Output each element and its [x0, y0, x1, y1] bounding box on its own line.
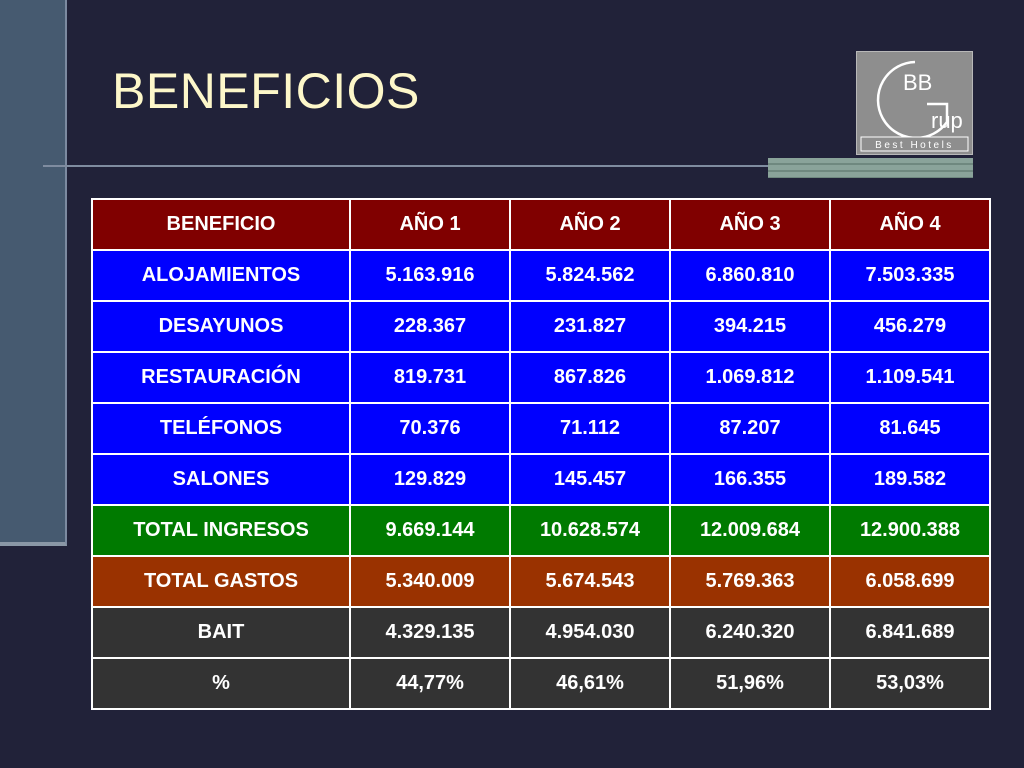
table-cell: 9.669.144 — [349, 504, 511, 557]
beneficios-table: BENEFICIO AÑO 1 AÑO 2 AÑO 3 AÑO 4 ALOJAM… — [91, 198, 991, 710]
header-cell: AÑO 2 — [509, 198, 671, 251]
table-cell: 71.112 — [509, 402, 671, 455]
table-cell: 10.628.574 — [509, 504, 671, 557]
table-cell: 456.279 — [829, 300, 991, 353]
table-cell: 4.954.030 — [509, 606, 671, 659]
logo-graphic: BB rup Best Hotels — [860, 60, 969, 152]
table-cell: 228.367 — [349, 300, 511, 353]
row-label: DESAYUNOS — [91, 300, 351, 353]
row-label: % — [91, 657, 351, 710]
header-cell: AÑO 3 — [669, 198, 831, 251]
table-cell: 53,03% — [829, 657, 991, 710]
table-row-total-gastos: TOTAL GASTOS 5.340.009 5.674.543 5.769.3… — [91, 555, 991, 608]
table-cell: 5.769.363 — [669, 555, 831, 608]
table-cell: 6.860.810 — [669, 249, 831, 302]
table-cell: 1.069.812 — [669, 351, 831, 404]
table-row: RESTAURACIÓN 819.731 867.826 1.069.812 1… — [91, 351, 991, 404]
table-cell: 394.215 — [669, 300, 831, 353]
table-cell: 129.829 — [349, 453, 511, 506]
table-cell: 70.376 — [349, 402, 511, 455]
table-cell: 46,61% — [509, 657, 671, 710]
table-cell: 231.827 — [509, 300, 671, 353]
table-row: DESAYUNOS 228.367 231.827 394.215 456.27… — [91, 300, 991, 353]
table-row: ALOJAMIENTOS 5.163.916 5.824.562 6.860.8… — [91, 249, 991, 302]
row-label: BAIT — [91, 606, 351, 659]
row-label: RESTAURACIÓN — [91, 351, 351, 404]
table-cell: 51,96% — [669, 657, 831, 710]
slide-title: BENEFICIOS — [112, 63, 420, 119]
table-cell: 5.674.543 — [509, 555, 671, 608]
row-label: SALONES — [91, 453, 351, 506]
table-cell: 6.058.699 — [829, 555, 991, 608]
header-cell: AÑO 4 — [829, 198, 991, 251]
divider-accent — [768, 158, 973, 178]
table-cell: 12.009.684 — [669, 504, 831, 557]
table-cell: 5.163.916 — [349, 249, 511, 302]
logo-monogram: BB — [903, 70, 932, 95]
table-row-percent: % 44,77% 46,61% 51,96% 53,03% — [91, 657, 991, 710]
left-accent-bar — [0, 0, 67, 546]
table-cell: 6.841.689 — [829, 606, 991, 659]
header-cell: BENEFICIO — [91, 198, 351, 251]
header-cell: AÑO 1 — [349, 198, 511, 251]
row-label: ALOJAMIENTOS — [91, 249, 351, 302]
table-cell: 44,77% — [349, 657, 511, 710]
table-cell: 4.329.135 — [349, 606, 511, 659]
row-label: TOTAL INGRESOS — [91, 504, 351, 557]
table-cell: 87.207 — [669, 402, 831, 455]
table-cell: 5.340.009 — [349, 555, 511, 608]
logo-word: rup — [931, 108, 963, 133]
row-label: TOTAL GASTOS — [91, 555, 351, 608]
table-cell: 189.582 — [829, 453, 991, 506]
table-cell: 6.240.320 — [669, 606, 831, 659]
table-row-bait: BAIT 4.329.135 4.954.030 6.240.320 6.841… — [91, 606, 991, 659]
table-cell: 819.731 — [349, 351, 511, 404]
table-cell: 7.503.335 — [829, 249, 991, 302]
logo-tagline: Best Hotels — [875, 140, 954, 151]
table-cell: 81.645 — [829, 402, 991, 455]
table-cell: 12.900.388 — [829, 504, 991, 557]
table-cell: 5.824.562 — [509, 249, 671, 302]
table-row-total-ingresos: TOTAL INGRESOS 9.669.144 10.628.574 12.0… — [91, 504, 991, 557]
row-label: TELÉFONOS — [91, 402, 351, 455]
table-row: TELÉFONOS 70.376 71.112 87.207 81.645 — [91, 402, 991, 455]
company-logo: BB rup Best Hotels — [856, 51, 973, 155]
table-row: SALONES 129.829 145.457 166.355 189.582 — [91, 453, 991, 506]
table-cell: 166.355 — [669, 453, 831, 506]
table-header-row: BENEFICIO AÑO 1 AÑO 2 AÑO 3 AÑO 4 — [91, 198, 991, 251]
table-cell: 1.109.541 — [829, 351, 991, 404]
table-cell: 145.457 — [509, 453, 671, 506]
table-cell: 867.826 — [509, 351, 671, 404]
title-divider — [43, 165, 973, 167]
